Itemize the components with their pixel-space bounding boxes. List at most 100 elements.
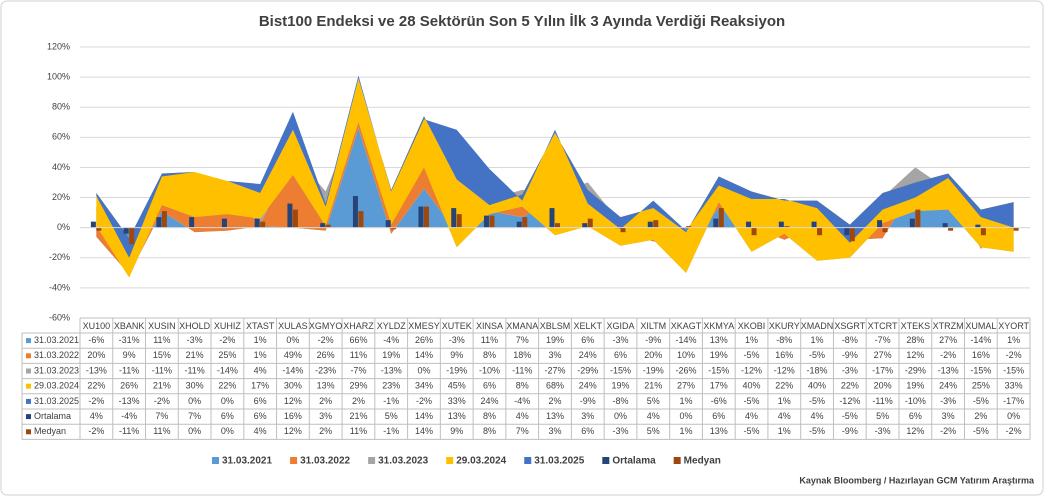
table-legend-key <box>26 414 31 420</box>
source-note: Kaynak Bloomberg / Hazırlayan GCM Yatırı… <box>799 475 1035 485</box>
table-cell: -5% <box>809 426 825 436</box>
table-cell: -5% <box>744 350 760 360</box>
y-tick-label: 40% <box>52 162 70 172</box>
x-tick-label: XUSIN <box>148 321 176 331</box>
table-cell: 1% <box>778 396 791 406</box>
table-cell: -7% <box>875 335 891 345</box>
table-cell: 4% <box>811 411 824 421</box>
bar <box>975 224 981 228</box>
legend-label: 29.03.2024 <box>456 456 506 467</box>
table-cell: 22% <box>841 381 859 391</box>
x-tick-label: XTAST <box>246 321 275 331</box>
bar <box>292 209 298 228</box>
table-cell: -4% <box>383 335 399 345</box>
table-cell: -8% <box>842 335 858 345</box>
bar <box>260 221 266 228</box>
legend-label: 31.03.2021 <box>222 456 272 467</box>
x-tick-label: XGMYO <box>309 321 343 331</box>
table-cell: -2% <box>940 350 956 360</box>
x-tick-label: XKAGT <box>671 321 702 331</box>
table-cell: 9% <box>450 350 463 360</box>
table-cell: 13% <box>546 411 564 421</box>
table-cell: -3% <box>940 396 956 406</box>
x-tick-label: XILTM <box>640 321 666 331</box>
table-cell: -14% <box>676 335 697 345</box>
table-cell: 8% <box>483 350 496 360</box>
table-cell: -5% <box>744 396 760 406</box>
table-cell: 0% <box>221 426 234 436</box>
table-cell: 11% <box>153 335 170 345</box>
table-cell: -6% <box>711 396 727 406</box>
table-cell: 7% <box>516 335 529 345</box>
table-cell: -3% <box>613 426 629 436</box>
bar <box>451 208 457 228</box>
table-cell: 0% <box>188 426 201 436</box>
table-cell: -2% <box>88 426 104 436</box>
table-cell: 20% <box>87 350 105 360</box>
table-cell: 6% <box>581 426 594 436</box>
table-cell: 2% <box>974 411 987 421</box>
table-cell: 12% <box>284 426 302 436</box>
table-cell: 40% <box>808 381 826 391</box>
bar <box>811 221 817 228</box>
table-cell: 6% <box>483 381 496 391</box>
table-cell: 11% <box>350 350 367 360</box>
table-cell: 22% <box>775 381 793 391</box>
bar <box>980 227 986 236</box>
table-cell: 19% <box>382 350 400 360</box>
table-cell: 1% <box>254 335 267 345</box>
bar <box>817 227 823 236</box>
table-cell: 4% <box>647 411 660 421</box>
bar <box>123 227 129 234</box>
table-cell: 2% <box>548 396 561 406</box>
table-cell: 24% <box>480 396 498 406</box>
table-cell: -15% <box>1003 365 1024 375</box>
table-cell: 33% <box>448 396 466 406</box>
x-tick-label: XYLDZ <box>377 321 407 331</box>
table-cell: 33% <box>1005 381 1023 391</box>
table-cell: -9% <box>645 335 661 345</box>
table-cell: 12% <box>906 426 924 436</box>
table-cell: 9% <box>123 350 136 360</box>
table-cell: -9% <box>842 426 858 436</box>
table-cell: -19% <box>643 365 664 375</box>
table-cell: 6% <box>254 411 267 421</box>
table-cell: 17% <box>710 381 728 391</box>
x-tick-label: XMESY <box>408 321 440 331</box>
x-tick-label: XU100 <box>83 321 111 331</box>
bar <box>423 206 429 228</box>
y-tick-label: 0% <box>57 222 70 232</box>
table-cell: -8% <box>776 335 792 345</box>
table-cell: 7% <box>516 426 529 436</box>
table-cell: 1% <box>1007 335 1020 345</box>
table-row-label: 31.03.2023 <box>34 365 79 375</box>
bar <box>161 211 167 228</box>
table-cell: -17% <box>1003 396 1024 406</box>
bar <box>778 221 784 228</box>
y-tick-label: 60% <box>52 132 70 142</box>
x-tick-label: XKMYA <box>703 321 734 331</box>
bar <box>587 218 593 228</box>
table-cell: 14% <box>415 411 433 421</box>
table-cell: -11% <box>119 426 139 436</box>
table-cell: -5% <box>809 396 825 406</box>
bar <box>948 227 954 231</box>
table-cell: -12% <box>741 365 762 375</box>
table-cell: -27% <box>544 365 565 375</box>
table-cell: 26% <box>120 381 138 391</box>
table-cell: 26% <box>317 350 335 360</box>
bar <box>784 226 790 228</box>
table-cell: 14% <box>415 350 433 360</box>
table-cell: 0% <box>1007 411 1020 421</box>
bar <box>418 206 424 228</box>
table-cell: 13% <box>710 426 728 436</box>
y-tick-label: 100% <box>47 71 70 81</box>
table-cell: 27% <box>677 381 695 391</box>
table-cell: 34% <box>415 381 433 391</box>
bar <box>456 214 462 228</box>
bar <box>483 215 489 228</box>
table-cell: -18% <box>807 365 828 375</box>
y-tick-label: 20% <box>52 192 70 202</box>
